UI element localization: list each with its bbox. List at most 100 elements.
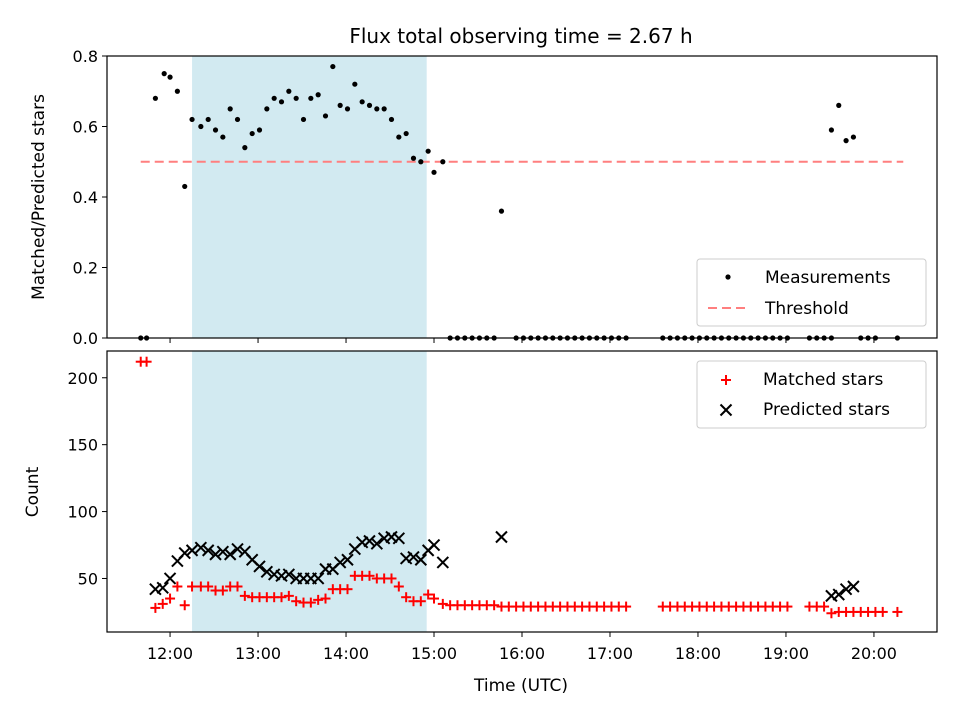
matched-star-point xyxy=(401,592,412,603)
measurement-point xyxy=(271,95,277,101)
matched-star-point xyxy=(165,593,176,604)
predicted-star-point xyxy=(185,544,199,557)
top-y-tick-label: 0.2 xyxy=(73,259,98,278)
bottom-y-tick-label: 150 xyxy=(67,436,98,455)
predicted-star-point xyxy=(436,556,450,569)
matched-star-point xyxy=(187,581,198,592)
top-y-axis-label: Matched/Predicted stars xyxy=(29,94,49,300)
predicted-star-point xyxy=(427,538,441,552)
matched-star-point xyxy=(342,584,353,595)
measurement-point xyxy=(198,123,204,130)
measurement-point xyxy=(440,159,446,165)
measurement-point xyxy=(256,127,263,133)
bottom-x-tick-label: 18:00 xyxy=(675,644,721,663)
measurement-point xyxy=(234,116,241,123)
measurement-point xyxy=(293,95,299,101)
bottom-x-tick-label: 20:00 xyxy=(851,644,897,663)
top-axes-frame xyxy=(106,55,938,339)
bottom-y-tick-label: 200 xyxy=(67,369,98,388)
count-series xyxy=(135,356,903,619)
predicted-star-point xyxy=(839,582,853,596)
bottom-x-tick-label: 12:00 xyxy=(147,644,193,663)
measurement-point xyxy=(843,138,849,144)
measurement-point xyxy=(344,106,351,112)
measurement-point xyxy=(337,102,343,108)
predicted-star-point xyxy=(311,572,325,585)
measurement-point xyxy=(366,102,373,108)
measurement-point xyxy=(374,106,380,112)
matched-star-point xyxy=(203,581,214,592)
predicted-star-point xyxy=(392,532,406,545)
legend-predicted-label: Predicted stars xyxy=(763,400,890,420)
matched-star-point xyxy=(320,593,331,604)
measurement-point xyxy=(352,81,358,87)
predicted-star-point xyxy=(363,534,376,548)
predicted-star-point xyxy=(216,545,230,558)
matched-star-point xyxy=(239,590,250,601)
bottom-x-tick-label: 15:00 xyxy=(411,644,457,663)
bottom-panel: 50 100 150 200 12:00 13:00 14:00 15:00 16:00 17:… xyxy=(23,350,938,696)
bottom-x-tick-label: 13:00 xyxy=(235,644,281,663)
matched-star-point xyxy=(179,600,190,611)
measurement-point xyxy=(300,116,307,123)
legend-measurement-marker xyxy=(725,274,731,280)
measurement-point xyxy=(828,127,835,133)
legend-threshold-label: Threshold xyxy=(764,299,849,319)
legend-matched-label: Matched stars xyxy=(763,370,883,390)
predicted-star-point xyxy=(156,581,169,595)
predicted-star-point xyxy=(209,548,222,561)
predicted-star-point xyxy=(282,568,296,581)
predicted-star-point xyxy=(201,544,215,557)
top-y-tick-label: 0.6 xyxy=(73,118,98,137)
bottom-y-axis-ticks: 50 100 150 200 xyxy=(67,369,107,588)
measurement-point xyxy=(227,106,233,112)
bottom-x-axis-ticks: 12:00 13:00 14:00 15:00 16:00 17:00 18:00 19:00… xyxy=(147,632,897,663)
measurement-point xyxy=(249,130,255,137)
matched-star-point xyxy=(276,592,287,603)
measurement-point xyxy=(425,148,431,154)
measurement-point xyxy=(359,99,365,105)
chart-title: Flux total observing time = 2.67 h xyxy=(349,24,692,48)
matched-star-point xyxy=(291,596,302,607)
predicted-star-point xyxy=(194,541,208,554)
predicted-star-point xyxy=(370,537,384,550)
predicted-star-point xyxy=(231,542,244,556)
bottom-y-tick-label: 100 xyxy=(67,503,98,522)
matched-star-point xyxy=(877,606,888,617)
predicted-star-point xyxy=(333,556,347,569)
measurement-point xyxy=(850,134,857,140)
measurement-point xyxy=(388,116,395,123)
matched-star-point xyxy=(393,581,404,592)
predicted-star-point xyxy=(341,553,354,566)
top-panel: 0.00.20.40.60.8 Matched/Predicted stars … xyxy=(29,47,938,348)
measurement-point xyxy=(286,88,292,94)
matched-star-point xyxy=(141,356,152,367)
top-x-axis-ticks xyxy=(169,338,875,343)
predicted-star-point xyxy=(163,572,177,585)
top-y-tick-label: 0.8 xyxy=(73,47,98,66)
predicted-star-point xyxy=(832,588,845,601)
matched-star-point xyxy=(364,570,375,581)
measurement-point xyxy=(315,92,321,98)
matched-star-point xyxy=(819,601,830,612)
predicted-star-point xyxy=(407,550,420,564)
matched-star-point xyxy=(415,596,426,607)
measurement-point xyxy=(152,95,158,101)
matched-star-point xyxy=(782,601,793,612)
matched-star-point xyxy=(217,585,228,596)
legend-measurements-label: Measurements xyxy=(765,268,891,288)
matched-star-point xyxy=(313,594,324,605)
bottom-x-tick-label: 14:00 xyxy=(323,644,369,663)
measurement-point xyxy=(396,134,402,140)
measurement-point xyxy=(418,159,424,165)
measurement-point xyxy=(410,155,417,161)
x-axis-label: Time (UTC) xyxy=(473,676,568,696)
measurement-point xyxy=(381,106,387,112)
measurement-point xyxy=(431,169,437,175)
bottom-x-tick-label: 16:00 xyxy=(499,644,545,663)
measurement-point xyxy=(174,88,180,94)
bottom-y-tick-label: 50 xyxy=(78,569,98,588)
bottom-axes-frame xyxy=(106,350,938,633)
observing-interval-band xyxy=(192,56,427,338)
measurement-point xyxy=(161,71,167,77)
